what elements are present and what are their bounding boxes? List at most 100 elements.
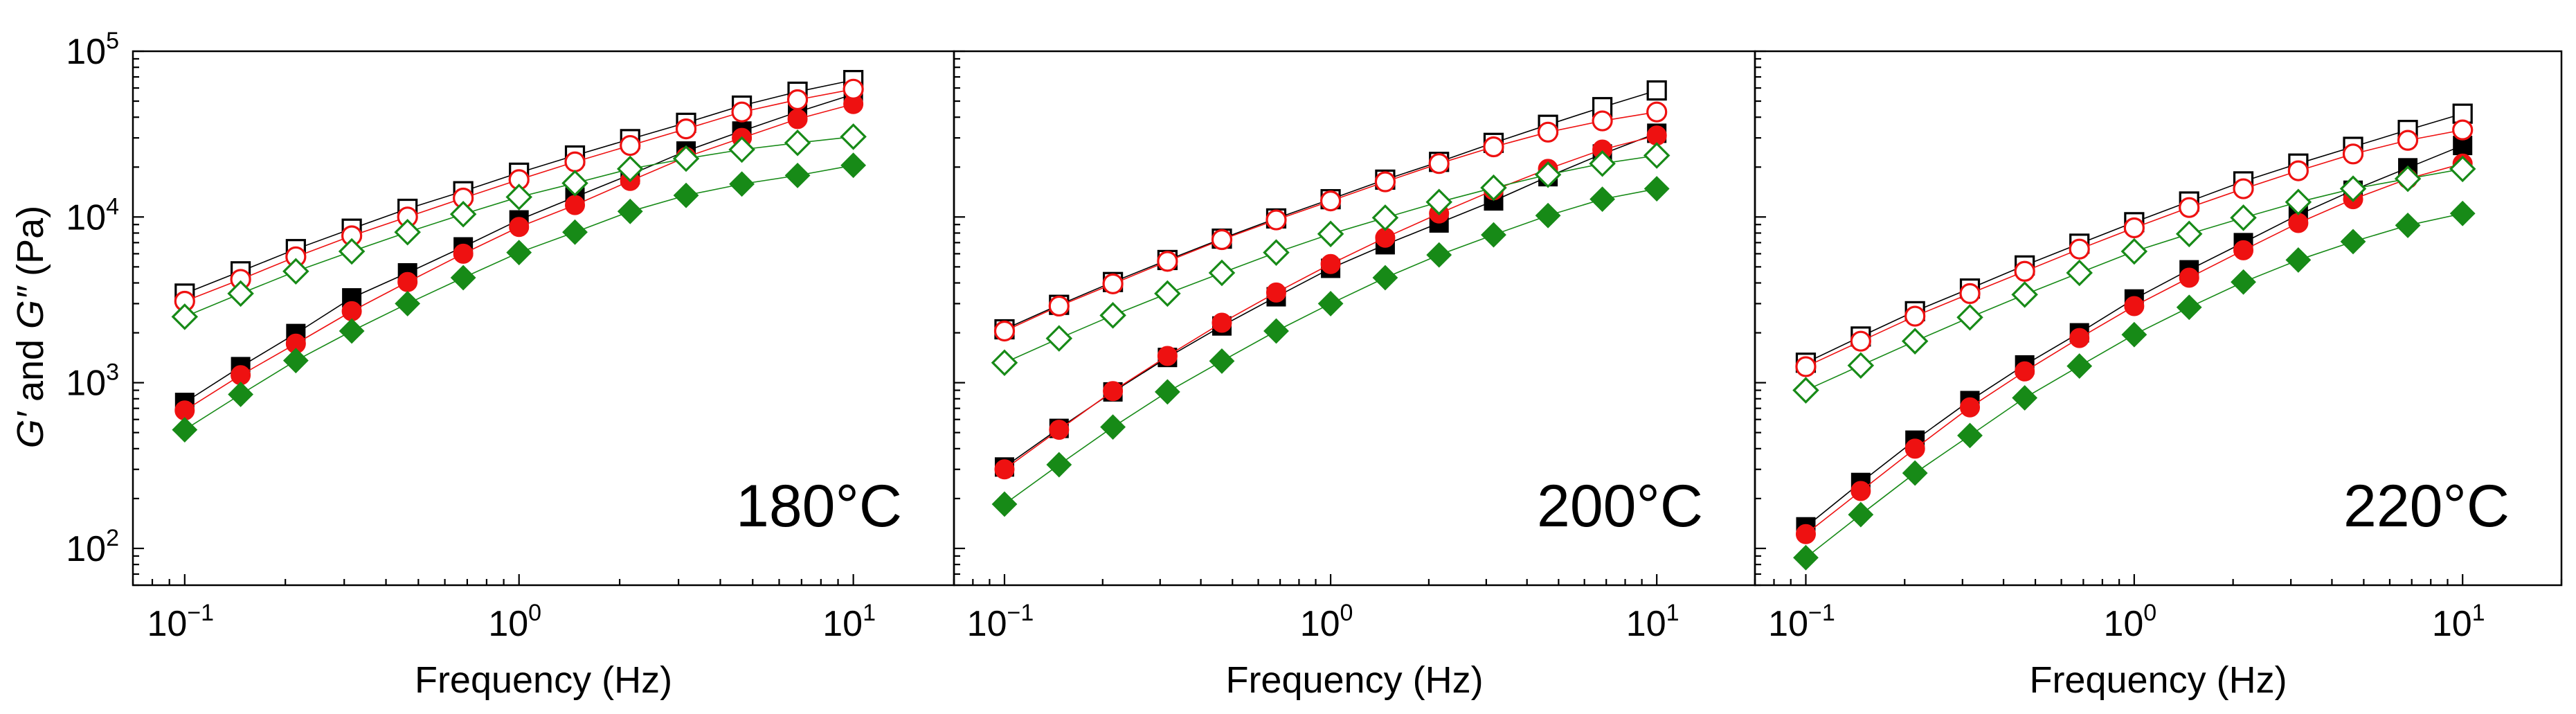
- data-point: [1589, 150, 1616, 177]
- x-tick-label-exp: 1: [2472, 600, 2485, 626]
- data-point: [2231, 269, 2256, 295]
- panel-3-x-ticks: [1754, 574, 2563, 585]
- data-point: [228, 382, 254, 407]
- data-point: [1103, 381, 1124, 402]
- data-point: [2395, 213, 2421, 238]
- series-3: [1793, 200, 2476, 571]
- series-line: [1805, 168, 2463, 391]
- data-point: [561, 170, 588, 197]
- data-point: [1102, 273, 1124, 294]
- data-point: [1374, 171, 1396, 193]
- data-point: [453, 243, 474, 264]
- data-point: [1904, 438, 1925, 459]
- data-point: [562, 219, 588, 245]
- panel-2-y-ticks: [954, 50, 965, 587]
- data-point: [2124, 296, 2145, 316]
- temperature-label: 220°C: [2343, 473, 2510, 539]
- data-point: [1902, 460, 1928, 486]
- y-axis-title-text: G′ and G″ (Pa): [10, 206, 51, 448]
- x-tick-label: 100: [488, 600, 541, 644]
- data-point: [617, 198, 643, 224]
- x-tick-label: 10−1: [147, 600, 214, 644]
- series-3: [991, 176, 1670, 517]
- data-point: [2066, 353, 2093, 380]
- data-point: [1959, 283, 1981, 305]
- data-point: [506, 240, 532, 266]
- x-tick-label-base: 10: [1626, 604, 1666, 644]
- data-point: [2449, 155, 2476, 183]
- data-point: [1375, 227, 1396, 248]
- x-tick-label-exp: 0: [2143, 600, 2156, 626]
- data-point: [1371, 204, 1399, 231]
- data-point: [731, 101, 753, 123]
- data-point: [1646, 101, 1668, 123]
- x-tick-label: 101: [1626, 600, 1679, 644]
- series-6: [1792, 155, 2476, 404]
- data-point: [843, 78, 864, 100]
- data-point: [1589, 186, 1615, 213]
- data-point: [2287, 160, 2309, 181]
- y-axis-title: G′ and G″ (Pa): [10, 206, 51, 448]
- data-point: [1793, 544, 1819, 571]
- series-6: [991, 142, 1670, 377]
- data-point: [1956, 303, 1983, 331]
- data-point: [991, 491, 1018, 517]
- x-tick-label-base: 10: [822, 604, 863, 644]
- data-point: [1428, 153, 1450, 175]
- data-point: [1901, 328, 1929, 355]
- data-point: [1480, 174, 1507, 202]
- data-point: [787, 109, 808, 130]
- x-tick-label-exp: 1: [1666, 600, 1679, 626]
- data-point: [1960, 397, 1981, 418]
- data-point: [2340, 229, 2366, 255]
- data-point: [1100, 414, 1126, 440]
- data-point: [341, 301, 362, 321]
- y-tick-label-exp: 2: [106, 525, 119, 551]
- data-point: [450, 265, 476, 291]
- x-axis-title: Frequency (Hz): [2029, 659, 2287, 701]
- panel-1-y-ticks: [133, 50, 144, 587]
- data-point: [2179, 267, 2199, 288]
- panel-3-frame: [1754, 50, 2563, 587]
- x-tick-label-exp: −1: [187, 600, 214, 626]
- data-point: [991, 349, 1018, 377]
- panel-2-x-ticks: [953, 574, 1756, 585]
- data-point: [2285, 247, 2312, 273]
- data-point: [564, 151, 586, 172]
- data-point: [1372, 265, 1398, 291]
- x-tick-label-base: 10: [2103, 604, 2143, 644]
- series-5: [1795, 119, 2474, 377]
- data-point: [2015, 361, 2035, 382]
- data-point: [1266, 282, 1286, 303]
- data-point: [1904, 305, 1926, 327]
- data-point: [1592, 110, 1613, 132]
- y-tick-label-base: 10: [66, 197, 106, 238]
- data-point: [1212, 312, 1232, 333]
- x-tick-label-base: 10: [2432, 604, 2472, 644]
- x-tick-label-base: 10: [488, 604, 528, 644]
- data-point: [784, 162, 811, 188]
- data-point: [1045, 325, 1073, 352]
- y-tick-label-base: 10: [66, 32, 106, 72]
- x-tick-label-base: 10: [1300, 604, 1340, 644]
- data-point: [1157, 346, 1178, 366]
- data-point: [394, 218, 421, 246]
- x-tick-label-exp: 1: [863, 600, 876, 626]
- x-tick-label-exp: 0: [528, 600, 541, 626]
- y-tick-label: 103: [66, 359, 119, 404]
- data-point: [1157, 251, 1178, 272]
- data-point: [840, 152, 867, 179]
- x-axis-title: Frequency (Hz): [415, 659, 672, 701]
- data-point: [673, 182, 699, 208]
- data-point: [1850, 330, 1871, 352]
- data-point: [840, 123, 867, 150]
- data-point: [1425, 188, 1452, 216]
- y-tick-label: 104: [66, 193, 119, 238]
- y-axis-title-and: and: [10, 329, 51, 412]
- data-point: [2176, 294, 2202, 321]
- data-point: [1847, 352, 1875, 380]
